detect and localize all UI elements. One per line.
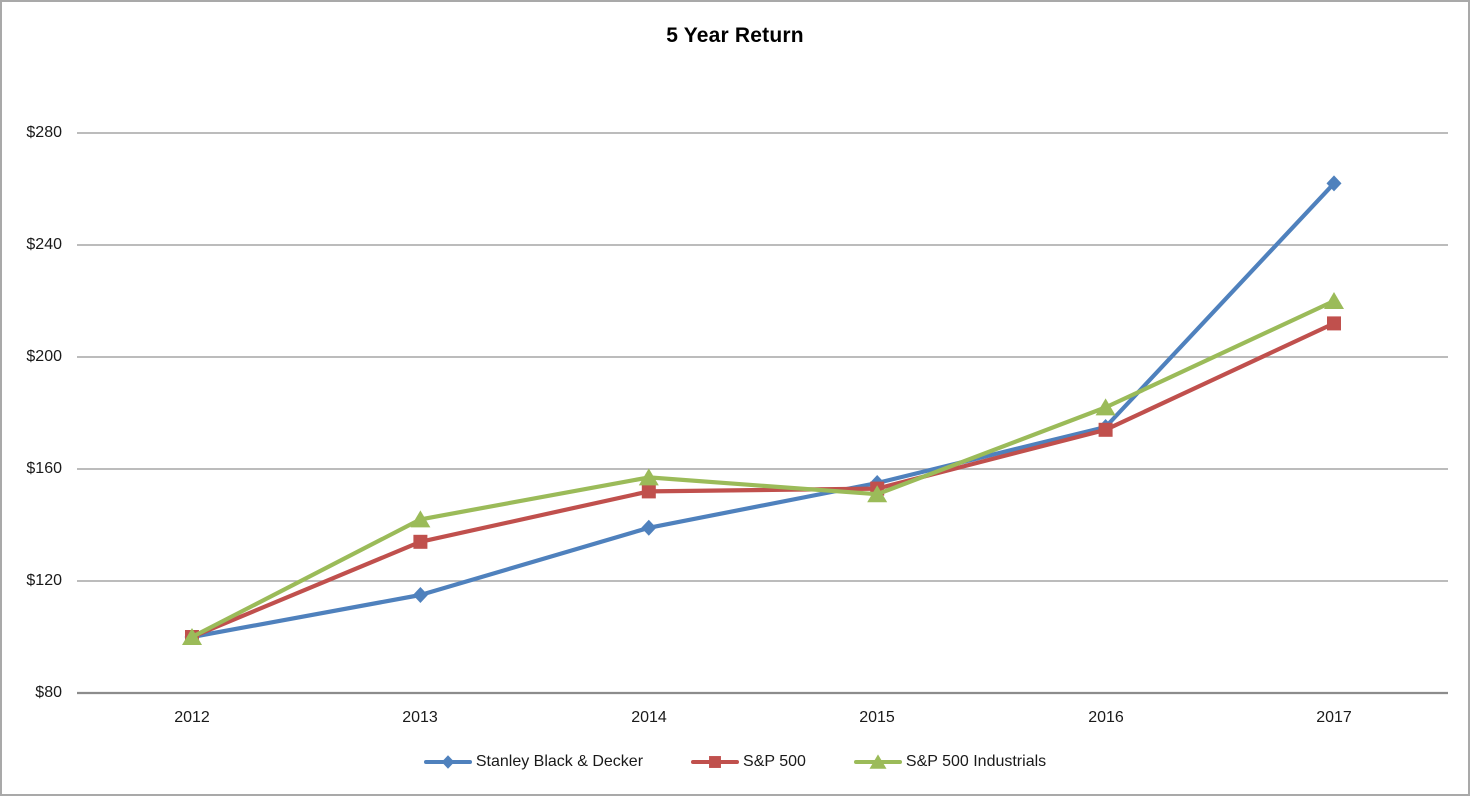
data-point-marker xyxy=(641,484,656,499)
x-axis-tick-label: 2015 xyxy=(859,709,895,726)
x-axis-tick-label: 2017 xyxy=(1316,709,1352,726)
data-point-marker xyxy=(412,587,428,603)
y-axis-tick-label: $280 xyxy=(26,124,62,141)
legend-label: Stanley Black & Decker xyxy=(475,753,644,770)
x-axis-tick-label: 2016 xyxy=(1088,709,1124,726)
y-axis-tick-label: $80 xyxy=(35,684,62,701)
series-line-0 xyxy=(189,181,1337,640)
x-axis-tick-label: 2012 xyxy=(174,709,210,726)
y-axis-tick-label: $120 xyxy=(26,572,62,589)
y-axis-tick-label: $200 xyxy=(26,348,62,365)
data-point-marker xyxy=(1324,292,1344,309)
y-axis-tick-label: $160 xyxy=(26,460,62,477)
x-axis-tick-label: 2013 xyxy=(402,709,438,726)
data-point-marker xyxy=(867,485,888,503)
x-axis-tick-label: 2014 xyxy=(631,709,667,726)
data-point-marker xyxy=(182,628,202,645)
data-point-marker xyxy=(1327,316,1341,331)
data-point-marker xyxy=(410,510,431,528)
data-point-marker xyxy=(641,519,657,536)
legend-item-sp500-industrials: S&P 500 Industrials xyxy=(853,752,1047,772)
diamond-marker-icon xyxy=(423,755,472,769)
data-point-marker xyxy=(1326,175,1342,192)
chart-title: 5 Year Return xyxy=(666,24,804,47)
data-point-marker xyxy=(413,534,428,549)
series-line-2 xyxy=(189,298,1337,640)
legend: Stanley Black & Decker S&P 500 S&P 500 I… xyxy=(2,752,1468,772)
legend-item-sp500: S&P 500 xyxy=(691,752,806,772)
square-marker-icon xyxy=(691,756,740,768)
legend-label: S&P 500 xyxy=(743,753,806,770)
data-point-marker xyxy=(638,468,659,486)
legend-label: S&P 500 Industrials xyxy=(905,753,1047,770)
data-point-marker xyxy=(1095,398,1116,416)
triangle-marker-icon xyxy=(853,754,902,769)
y-axis-tick-label: $240 xyxy=(26,236,62,253)
data-point-marker xyxy=(1098,422,1113,437)
legend-item-stanley-black-decker: Stanley Black & Decker xyxy=(423,752,644,772)
series-line-1 xyxy=(189,321,1337,640)
